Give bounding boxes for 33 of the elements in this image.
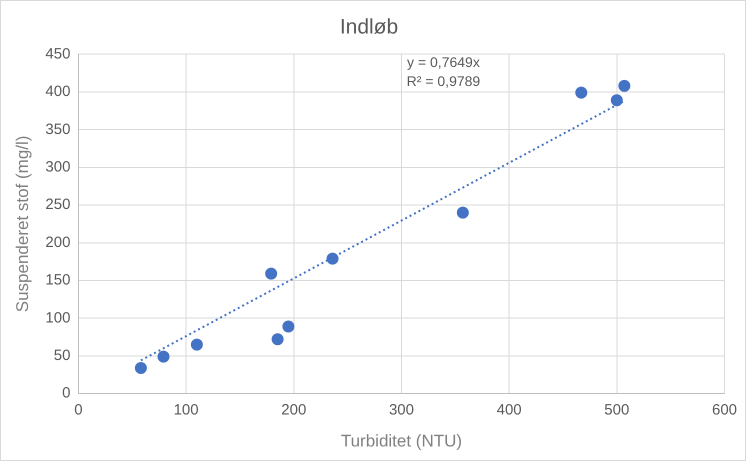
y-tick-label: 350: [45, 120, 70, 138]
point: [190, 338, 203, 351]
y-tick-label: 100: [45, 309, 70, 326]
chart-title: Indløb: [340, 15, 398, 38]
point: [456, 206, 469, 219]
point: [265, 268, 278, 280]
y-tick-label: 400: [45, 83, 70, 100]
x-tick-label: 500: [604, 402, 630, 419]
annotation: y = 0,7649x: [407, 54, 480, 70]
x-axis-title: Turbiditet (NTU): [340, 431, 462, 450]
y-tick-label: 300: [45, 158, 70, 176]
y-tick-label: 0: [62, 384, 70, 402]
y-tick-label: 50: [54, 347, 70, 364]
y-tick-label: 450: [45, 45, 70, 62]
x-tick-label: 600: [712, 402, 737, 419]
point: [157, 350, 170, 363]
annotation: R² = 0,9789: [406, 73, 480, 90]
x-tick-label: 0: [74, 402, 83, 419]
point: [610, 94, 623, 106]
x-tick-label: 200: [281, 402, 306, 419]
point: [272, 333, 284, 346]
x-tick-label: 100: [174, 402, 199, 419]
point: [618, 80, 630, 92]
point: [134, 362, 147, 374]
y-tick-label: 250: [45, 196, 70, 214]
y-tick-label: 200: [45, 234, 70, 251]
x-tick-label: 400: [496, 402, 522, 419]
x-tick-label: 300: [388, 402, 414, 419]
y-tick-label: 150: [45, 272, 70, 289]
point: [575, 86, 588, 99]
point: [282, 320, 294, 332]
point: [326, 252, 339, 265]
y-axis-title: Suspenderet stof (mg/l): [12, 136, 32, 312]
